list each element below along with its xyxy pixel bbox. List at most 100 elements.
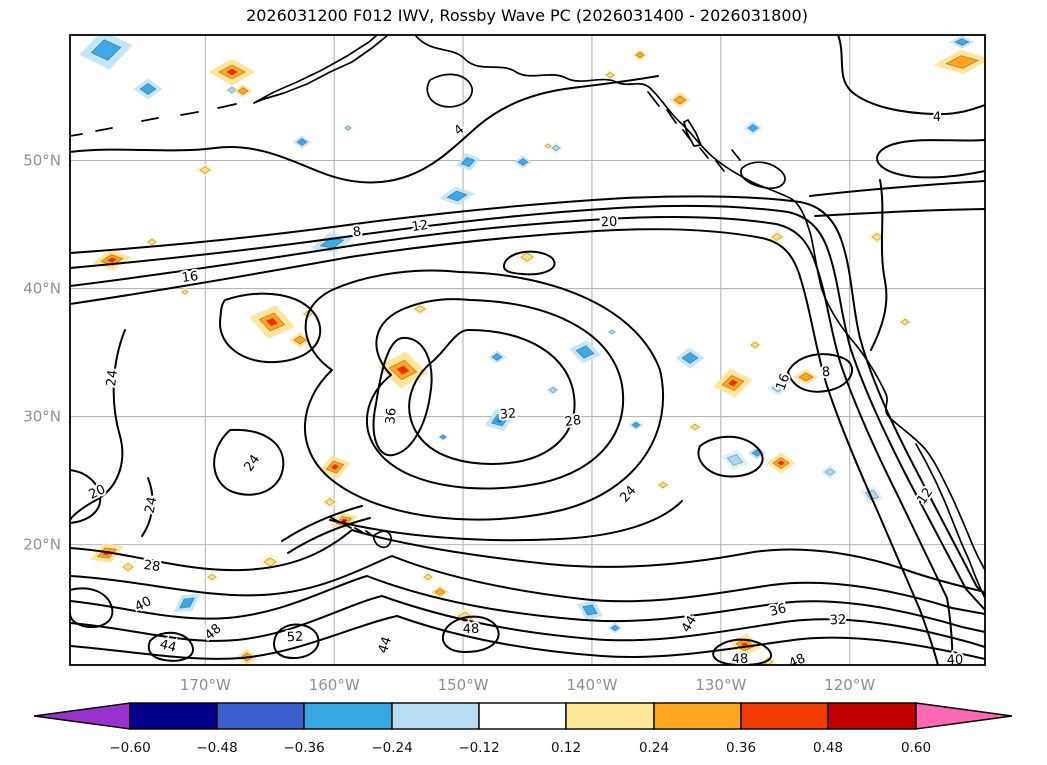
anomaly-patch	[517, 158, 529, 166]
contour-line-8	[870, 179, 888, 351]
anomaly-patch	[610, 624, 620, 632]
contour-label: 48	[787, 651, 808, 672]
colorbar-tick-label: −0.36	[283, 740, 324, 756]
anomaly-patch	[446, 190, 468, 202]
contour-label: 4	[933, 110, 942, 125]
anomaly-patch	[293, 335, 307, 345]
contour-label: 16	[774, 372, 794, 393]
anomaly-patch	[90, 39, 122, 61]
anomaly-patch	[319, 237, 345, 249]
anomaly-patch	[520, 252, 534, 262]
contour-line-20	[503, 250, 556, 276]
anomaly-patch	[237, 87, 249, 95]
colorbar-cell	[129, 702, 218, 730]
anomaly-patch	[945, 55, 979, 69]
anomaly-patch	[750, 341, 760, 349]
contour-label: 24	[142, 495, 160, 514]
contour-label: 16	[181, 269, 199, 286]
contour-line-28	[366, 298, 625, 490]
colorbar-cell	[216, 702, 305, 730]
anomaly-patch	[658, 481, 668, 489]
anomaly-patch	[70, 477, 71, 479]
contour-label: 48	[462, 622, 479, 638]
contour-label: 8	[352, 224, 362, 240]
anomaly-patch	[207, 573, 217, 581]
colorbar-cell	[827, 702, 917, 730]
colorbar-cell	[478, 702, 567, 730]
anomaly-patch-core	[331, 464, 339, 470]
colorbar-cell	[653, 702, 742, 730]
coastline	[253, 35, 389, 104]
lon-tick-label: 160°W	[309, 676, 360, 694]
contour-line-24	[141, 477, 154, 537]
contour-line-40	[70, 587, 114, 628]
coastline	[414, 35, 985, 571]
anomaly-patch	[605, 71, 615, 79]
coastline	[426, 73, 473, 108]
anomaly-patch	[582, 604, 598, 616]
anomaly-patch	[771, 233, 783, 241]
anomaly-patches	[70, 35, 985, 665]
contour-line-20	[70, 469, 102, 524]
anomaly-patch	[726, 454, 744, 466]
anomaly-patch	[423, 573, 433, 581]
anomaly-patch	[631, 421, 641, 429]
contour-label: 20	[600, 215, 617, 231]
anomaly-patch	[324, 498, 336, 506]
anomaly-patch	[954, 38, 970, 46]
anomaly-patch	[263, 557, 277, 567]
contour-lines	[70, 35, 985, 665]
lon-tick-label: 140°W	[566, 676, 617, 694]
contour-label: 24	[104, 369, 121, 387]
anomaly-patch	[147, 238, 157, 246]
contour-label: 8	[821, 365, 830, 380]
contour-line-52	[273, 623, 320, 659]
contour-line-24	[70, 329, 126, 521]
contour-line-48	[147, 631, 194, 662]
gridlines	[70, 35, 985, 665]
coastline	[740, 161, 786, 190]
anomaly-patch-core	[396, 365, 410, 375]
contour-label: 36	[383, 407, 399, 425]
coastline	[683, 119, 702, 147]
anomaly-patch	[690, 423, 700, 431]
anomaly-patch	[439, 434, 447, 440]
colorbar-tick-label: −0.60	[109, 740, 150, 756]
anomaly-patch	[179, 597, 195, 609]
contour-line-48	[442, 615, 500, 653]
anomaly-patch	[181, 289, 189, 295]
anomaly-patch	[344, 125, 352, 131]
axis-tick-labels: 170°W 160°W 150°W 140°W 130°W 120°W 20°N 30°N 40…	[23, 151, 875, 694]
contour-line-32	[408, 329, 576, 465]
anomaly-patch	[460, 156, 476, 168]
colorbar-arrow-below	[33, 702, 131, 730]
contour-label: 48	[731, 652, 748, 668]
anomaly-patch	[673, 95, 687, 105]
contour-label: 32	[829, 613, 846, 629]
contour-line-12	[70, 204, 985, 611]
colorbar-tick-label: 0.24	[639, 740, 669, 756]
colorbar-cell	[303, 702, 393, 730]
anomaly-patch	[635, 51, 645, 59]
coastlines	[70, 35, 985, 599]
coastline	[329, 516, 392, 549]
lon-tick-label: 150°W	[438, 676, 489, 694]
colorbar-arrow-above	[915, 702, 1013, 730]
contour-label: 44	[376, 635, 395, 655]
anomaly-patch	[551, 144, 561, 152]
contour-line-20	[70, 228, 939, 665]
contour-line-24	[304, 269, 665, 521]
contour-line-32	[70, 555, 985, 615]
contour-label: 44	[158, 637, 178, 656]
anomaly-patch	[199, 166, 211, 174]
contour-line-8	[787, 353, 854, 393]
figure-title: 2026031200 F012 IWV, Rossby Wave PC (202…	[246, 6, 808, 25]
contour-line-36	[372, 336, 433, 457]
anomaly-patch	[771, 383, 785, 393]
colorbar-tick-label: 0.48	[813, 740, 843, 756]
contour-line-4	[837, 35, 985, 116]
anomaly-patch-core	[266, 317, 278, 327]
anomaly-patch	[681, 351, 699, 365]
contour-line-4	[876, 139, 985, 179]
